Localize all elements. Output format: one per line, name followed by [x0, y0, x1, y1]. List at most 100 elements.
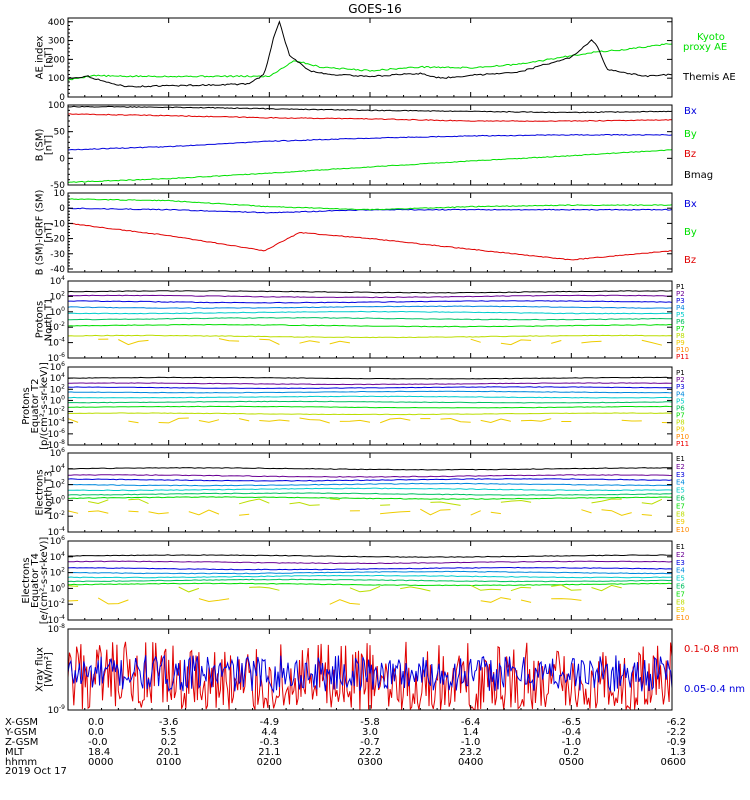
channel-line-E6: [68, 578, 672, 583]
y-tick-label: 10-6: [48, 352, 66, 364]
axes-frame: [67, 17, 673, 98]
channel-line-P9: [128, 420, 139, 424]
channel-line-E4: [68, 482, 672, 487]
ephemeris-row-label: hhmm: [5, 757, 37, 768]
series-line-bz: [68, 223, 672, 261]
y-tick-label: 104: [50, 463, 65, 475]
channel-line-P3: [68, 386, 672, 390]
channel-line-P9: [440, 417, 471, 423]
channel-label-P6: P6: [676, 318, 685, 326]
channel-label-P10: P10: [676, 346, 689, 354]
channel-line-P5: [68, 395, 672, 399]
plot-area: [68, 105, 672, 183]
y-axis-label: [W/m²]: [44, 652, 55, 687]
y-axis-label: [nT]: [44, 135, 55, 155]
y-tick-label: 10-9: [48, 704, 66, 716]
ephemeris-value: 0.0: [88, 717, 104, 728]
channel-line-E9: [420, 508, 451, 516]
channel-line-E8: [400, 586, 431, 592]
y-tick-label: 106: [50, 361, 65, 373]
legend-label-by: By: [684, 227, 697, 238]
channel-line-P4: [68, 390, 672, 394]
y-axis-label: [p/(cm²-s-sr-keV)]: [39, 362, 50, 450]
channel-line-E9: [480, 597, 511, 603]
y-axis-label: North T1: [44, 298, 55, 342]
y-axis-label: [e/(cm²-s-sr-keV)]: [39, 537, 50, 625]
channel-line-P9: [641, 339, 663, 346]
legend-label-kyoto: Kyoto: [697, 32, 725, 43]
series-line-bx: [68, 133, 672, 151]
channel-line-E8: [68, 585, 79, 587]
channel-line-P9: [118, 339, 149, 346]
y-axis-label: Xray flux: [35, 647, 46, 692]
channel-line-E8: [128, 498, 149, 505]
y-tick-label: 104: [50, 372, 65, 384]
channel-line-P1: [68, 376, 672, 380]
ephemeris-value: 23.2: [460, 747, 482, 758]
channel-label-P9: P9: [676, 426, 685, 434]
channel-label-E10: E10: [676, 614, 689, 622]
channel-label-P7: P7: [676, 412, 685, 420]
y-tick-label: 300: [48, 37, 65, 47]
channel-label-P3: P3: [676, 383, 685, 391]
y-tick-label: 102: [50, 383, 65, 395]
ephemeris-row-label: Y-GSM: [4, 727, 37, 738]
channel-line-P8: [68, 334, 672, 339]
channel-line-E8: [510, 586, 532, 592]
channel-line-P6: [68, 317, 672, 321]
channel-line-P9: [299, 417, 330, 424]
channel-line-E2: [68, 474, 672, 478]
axes-frame: [67, 104, 673, 186]
y-tick-label: 106: [50, 447, 65, 459]
channel-line-P9: [339, 419, 371, 423]
y-tick-label: 200: [48, 55, 65, 65]
channel-label-E3: E3: [676, 559, 685, 567]
channel-line-P9: [520, 418, 552, 422]
panel-xray: 10-8 10-9 Xray flux[W/m²] 0.1-0.8 nm 0.05-0.…: [35, 623, 746, 716]
y-tick-label: 10-4: [48, 337, 66, 349]
channel-line-E8: [641, 498, 663, 505]
channel-label-E4: E4: [676, 567, 685, 575]
ephemeris-value: 18.4: [88, 747, 110, 758]
y-tick-label: 0: [59, 93, 65, 103]
ephemeris-value: -3.6: [159, 717, 179, 728]
legend-label-bz: Bz: [684, 149, 696, 160]
ephemeris-value: 0000: [88, 757, 113, 768]
channel-line-E7: [68, 496, 672, 500]
date-label: 2019 Oct 17: [5, 766, 67, 777]
y-axis-label: North T3: [44, 471, 55, 515]
ephemeris-value: 0300: [357, 757, 382, 768]
channel-label-P5: P5: [676, 311, 685, 319]
plot-area: [68, 290, 672, 346]
channel-label-P7: P7: [676, 325, 685, 333]
y-tick-label: 102: [50, 479, 65, 491]
channel-line-E9: [380, 510, 411, 515]
y-axis-label: Equator T2: [30, 379, 41, 434]
y-tick-label: 10-2: [48, 510, 66, 522]
legend-label-bx: Bx: [684, 199, 697, 210]
channel-line-P9: [581, 340, 602, 344]
channel-line-P9: [480, 418, 512, 424]
channel-line-E9: [520, 599, 532, 603]
y-axis-label: B (SM)-IGRF (SM): [35, 190, 46, 276]
y-tick-label: -20: [50, 235, 65, 245]
channel-line-E9: [470, 510, 481, 516]
channel-line-P9: [551, 340, 562, 344]
y-tick-label: 10-2: [48, 406, 66, 418]
channel-line-E9: [188, 509, 220, 516]
channel-line-P2: [68, 382, 672, 386]
y-axis-label: Electrons: [35, 469, 46, 515]
channel-line-E9: [68, 510, 79, 514]
channel-line-P5: [68, 310, 672, 315]
channel-label-E7: E7: [676, 590, 685, 598]
channel-label-E9: E9: [676, 518, 685, 526]
channel-label-P11: P11: [676, 353, 689, 361]
channel-label-P11: P11: [676, 440, 689, 448]
channel-label-P2: P2: [676, 290, 685, 298]
y-axis-label: Equator T4: [30, 553, 41, 608]
channel-label-P3: P3: [676, 297, 685, 305]
channel-line-P1: [68, 290, 672, 294]
